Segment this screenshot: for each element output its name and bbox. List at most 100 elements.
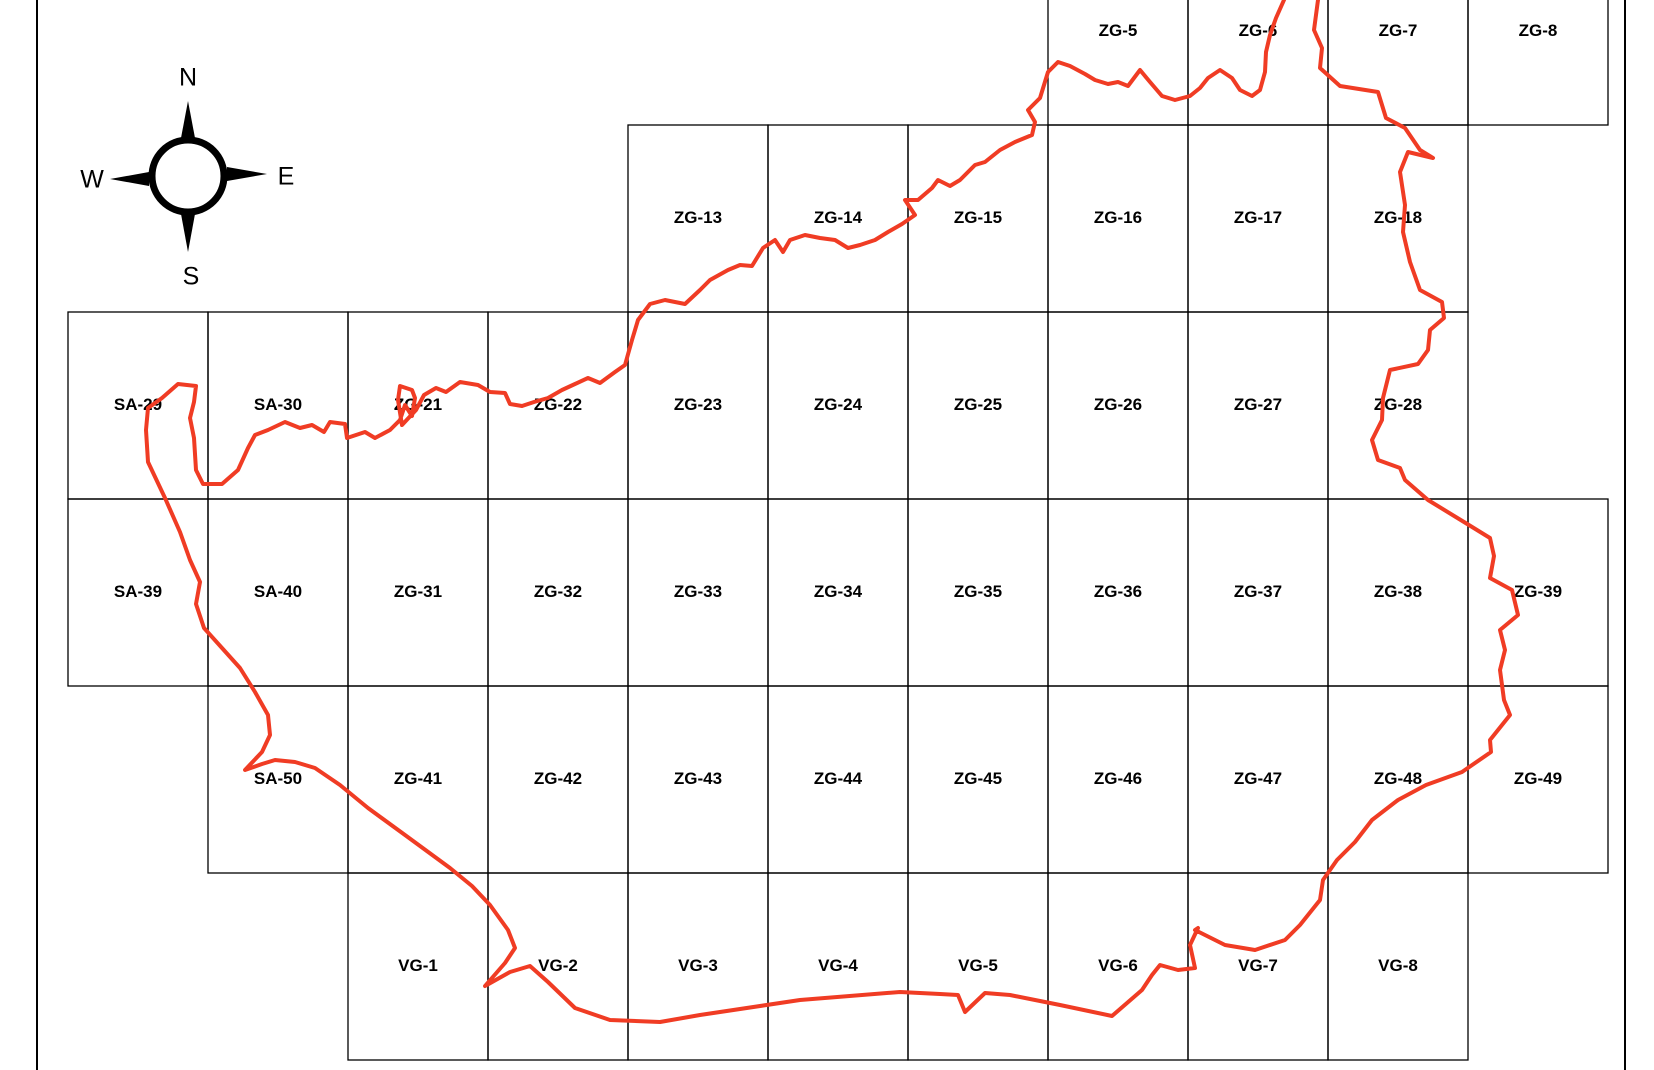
sheet-label: ZG-23	[674, 395, 722, 414]
sheet-label: ZG-7	[1379, 21, 1418, 40]
sheet-label: ZG-28	[1374, 395, 1422, 414]
sheet-cell-sa-29: SA-29	[67, 311, 209, 500]
sheet-cell-zg-35: ZG-35	[907, 498, 1049, 687]
sheet-label: SA-39	[114, 582, 162, 601]
sheet-label: ZG-48	[1374, 769, 1422, 788]
sheet-label: ZG-49	[1514, 769, 1562, 788]
sheet-cell-zg-18: ZG-18	[1327, 124, 1469, 313]
sheet-label: ZG-33	[674, 582, 722, 601]
sheet-label: SA-50	[254, 769, 302, 788]
sheet-cell-zg-13: ZG-13	[627, 124, 769, 313]
sheet-cell-vg-3: VG-3	[627, 872, 769, 1061]
sheet-label: ZG-35	[954, 582, 1002, 601]
sheet-cell-zg-43: ZG-43	[627, 685, 769, 874]
sheet-cell-sa-30: SA-30	[207, 311, 349, 500]
sheet-grid: ZG-5 ZG-6 ZG-7 ZG-8 ZG-13 ZG-14 ZG-15 ZG-16 ZG-1…	[67, 0, 1609, 1061]
sheet-label: ZG-26	[1094, 395, 1142, 414]
compass-south-label: S	[183, 263, 200, 291]
sheet-label: ZG-38	[1374, 582, 1422, 601]
sheet-label: VG-2	[538, 956, 578, 975]
compass-north-label: N	[179, 64, 197, 92]
sheet-cell-zg-7: ZG-7	[1327, 0, 1469, 126]
sheet-label: ZG-5	[1099, 21, 1138, 40]
sheet-label: ZG-44	[814, 769, 863, 788]
sheet-label: ZG-17	[1234, 208, 1282, 227]
sheet-label: ZG-25	[954, 395, 1002, 414]
sheet-cell-zg-39: ZG-39	[1467, 498, 1609, 687]
sheet-label: ZG-22	[534, 395, 582, 414]
sheet-cell-border	[1187, 0, 1329, 126]
sheet-label: ZG-43	[674, 769, 722, 788]
sheet-cell-zg-15: ZG-15	[907, 124, 1049, 313]
sheet-label: ZG-18	[1374, 208, 1422, 227]
sheet-cell-zg-17: ZG-17	[1187, 124, 1329, 313]
sheet-label: ZG-41	[394, 769, 442, 788]
sheet-cell-zg-5: ZG-5	[1047, 0, 1189, 126]
compass-west-arrow	[110, 172, 149, 186]
sheet-cell-vg-5: VG-5	[907, 872, 1049, 1061]
sheet-cell-zg-37: ZG-37	[1187, 498, 1329, 687]
compass-west-label: W	[80, 166, 104, 194]
sheet-cell-zg-46: ZG-46	[1047, 685, 1189, 874]
sheet-cell-sa-39: SA-39	[67, 498, 209, 687]
sheet-cell-zg-42: ZG-42	[487, 685, 629, 874]
sheet-label: ZG-15	[954, 208, 1002, 227]
sheet-cell-zg-34: ZG-34	[767, 498, 909, 687]
region-boundary-line	[144, 0, 1520, 1024]
sheet-cell-zg-23: ZG-23	[627, 311, 769, 500]
sheet-cell-zg-49: ZG-49	[1467, 685, 1609, 874]
compass-ring	[148, 136, 228, 216]
sheet-label: ZG-6	[1239, 21, 1278, 40]
compass-east-arrow	[227, 167, 267, 181]
sheet-label: VG-1	[398, 956, 438, 975]
sheet-label: ZG-47	[1234, 769, 1282, 788]
sheet-cell-zg-24: ZG-24	[767, 311, 909, 500]
sheet-cell-vg-1: VG-1	[347, 872, 489, 1061]
sheet-label: SA-29	[114, 395, 162, 414]
sheet-cell-vg-4: VG-4	[767, 872, 909, 1061]
sheet-cell-zg-27: ZG-27	[1187, 311, 1329, 500]
sheet-label: ZG-31	[394, 582, 442, 601]
sheet-label: ZG-45	[954, 769, 1002, 788]
sheet-cell-border	[1327, 872, 1469, 1061]
sheet-label: VG-4	[818, 956, 858, 975]
compass-south-arrow	[181, 214, 195, 252]
sheet-cell-zg-16: ZG-16	[1047, 124, 1189, 313]
sheet-cell-vg-2: VG-2	[487, 872, 629, 1061]
sheet-label: VG-6	[1098, 956, 1138, 975]
sheet-label: VG-7	[1238, 956, 1278, 975]
sheet-cell-zg-45: ZG-45	[907, 685, 1049, 874]
sheet-label: ZG-36	[1094, 582, 1142, 601]
sheet-label: ZG-32	[534, 582, 582, 601]
sheet-cell-border	[1327, 0, 1469, 126]
sheet-label: ZG-37	[1234, 582, 1282, 601]
sheet-label: ZG-42	[534, 769, 582, 788]
sheet-cell-zg-36: ZG-36	[1047, 498, 1189, 687]
compass-rose-icon: N S E W	[80, 64, 294, 291]
sheet-label: ZG-39	[1514, 582, 1562, 601]
sheet-cell-zg-26: ZG-26	[1047, 311, 1189, 500]
sheet-label: SA-30	[254, 395, 302, 414]
sheet-label: ZG-13	[674, 208, 722, 227]
sheet-cell-border	[1047, 0, 1189, 126]
sheet-label: ZG-46	[1094, 769, 1142, 788]
sheet-cell-zg-47: ZG-47	[1187, 685, 1329, 874]
sheet-label: ZG-16	[1094, 208, 1142, 227]
sheet-cell-sa-50: SA-50	[207, 685, 349, 874]
sheet-cell-zg-31: ZG-31	[347, 498, 489, 687]
sheet-label: VG-3	[678, 956, 718, 975]
sheet-label: ZG-8	[1519, 21, 1558, 40]
sheet-label: ZG-24	[814, 395, 863, 414]
sheet-cell-zg-6: ZG-6	[1187, 0, 1329, 126]
sheet-label: ZG-14	[814, 208, 863, 227]
sheet-cell-border	[1467, 685, 1609, 874]
sheet-label: ZG-27	[1234, 395, 1282, 414]
sheet-cell-zg-25: ZG-25	[907, 311, 1049, 500]
sheet-cell-zg-28: ZG-28	[1327, 311, 1469, 500]
sheet-cell-border	[1467, 0, 1609, 126]
sheet-cell-vg-8: VG-8	[1327, 872, 1469, 1061]
sheet-cell-zg-14: ZG-14	[767, 124, 909, 313]
sheet-cell-zg-38: ZG-38	[1327, 498, 1469, 687]
sheet-cell-zg-44: ZG-44	[767, 685, 909, 874]
sheet-cell-zg-33: ZG-33	[627, 498, 769, 687]
